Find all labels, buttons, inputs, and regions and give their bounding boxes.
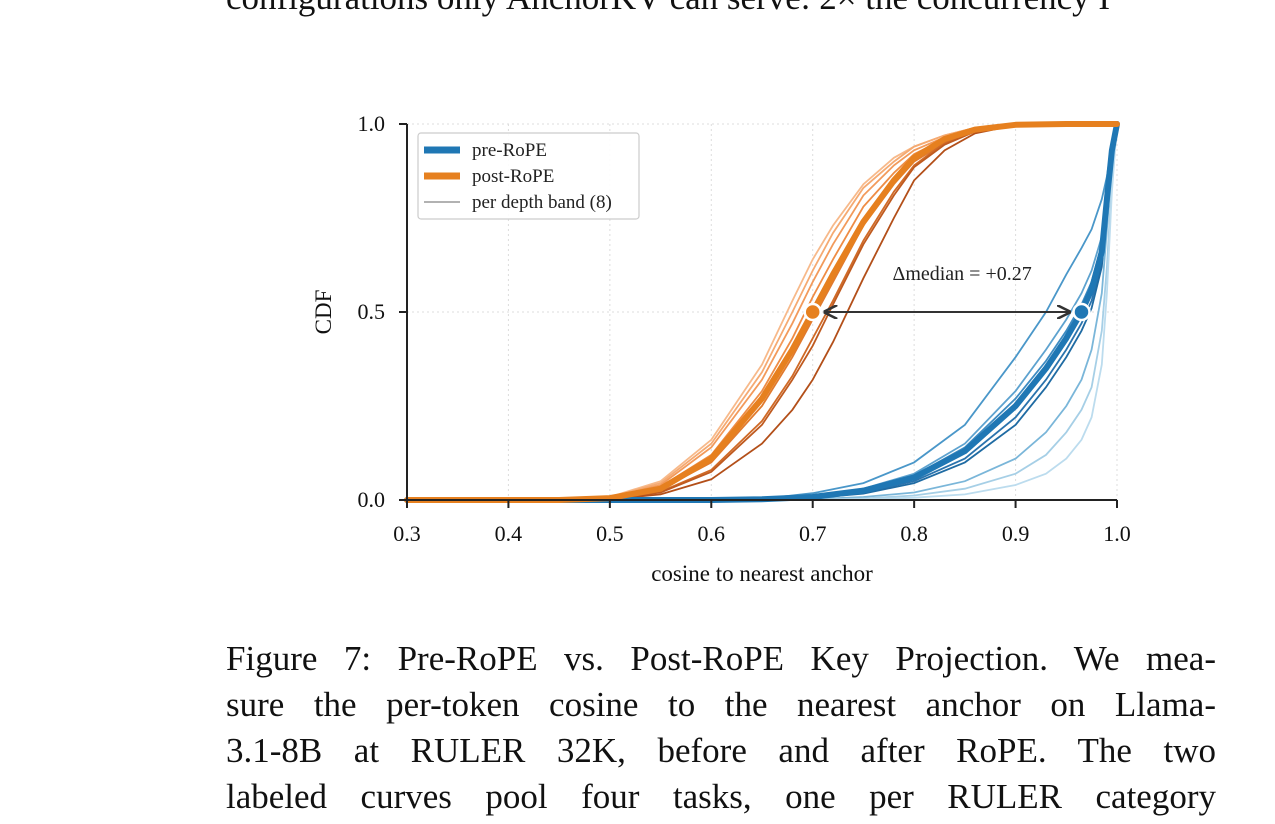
cdf-chart: 0.3 0.4 0.5 0.6 0.7 0.8 0.9 1.0 0.0 0.5 1.0 cosine … — [311, 111, 1131, 586]
x-tick-label: 1.0 — [1103, 521, 1131, 546]
x-tick-label: 0.8 — [900, 521, 928, 546]
median-markers — [803, 302, 1091, 322]
caption-line-3: 3.1-8B at RULER 32K, before and after Ro… — [226, 731, 1216, 770]
caption-line-4: labeled curves pool four tasks, one per … — [226, 777, 1216, 816]
x-tick-label: 0.7 — [799, 521, 827, 546]
main-series-curves — [404, 121, 1120, 503]
median-delta-label: Δmedian = +0.27 — [892, 263, 1031, 285]
caption-line-1: Figure 7: Pre-RoPE vs. Post-RoPE Key Pro… — [226, 639, 1216, 678]
x-tick-label: 0.9 — [1002, 521, 1030, 546]
y-axis-label: CDF — [311, 290, 336, 335]
median-annotation: Δmedian = +0.27 — [825, 263, 1070, 312]
y-tick-label: 1.0 — [358, 111, 386, 136]
legend-label-pre: pre-RoPE — [472, 140, 547, 161]
x-tick-label: 0.5 — [596, 521, 624, 546]
legend-label-band: per depth band (8) — [472, 192, 612, 213]
x-tick-label: 0.4 — [495, 521, 523, 546]
figure-caption: Figure 7: Pre-RoPE vs. Post-RoPE Key Pro… — [226, 636, 1216, 820]
median-marker-post — [803, 302, 822, 322]
legend-frame — [417, 132, 640, 220]
x-axis-label: cosine to nearest anchor — [651, 561, 873, 586]
axes: 0.3 0.4 0.5 0.6 0.7 0.8 0.9 1.0 0.0 0.5 1.0 cosine … — [311, 111, 1131, 586]
x-tick-label: 0.6 — [698, 521, 726, 546]
median-marker-pre — [1072, 302, 1091, 322]
pre-rope-main-curve — [404, 121, 1120, 503]
post-rope-main-curve — [404, 121, 1120, 503]
legend: pre-RoPE post-RoPE per depth band (8) — [417, 132, 640, 220]
preceding-body-text: configurations only AnchorKV can serve: … — [226, 0, 1110, 18]
caption-line-2: sure the per-token cosine to the nearest… — [226, 685, 1216, 724]
x-tick-label: 0.3 — [393, 521, 421, 546]
y-tick-label: 0.0 — [358, 487, 386, 512]
y-tick-label: 0.5 — [358, 299, 386, 324]
legend-label-post: post-RoPE — [472, 166, 554, 187]
